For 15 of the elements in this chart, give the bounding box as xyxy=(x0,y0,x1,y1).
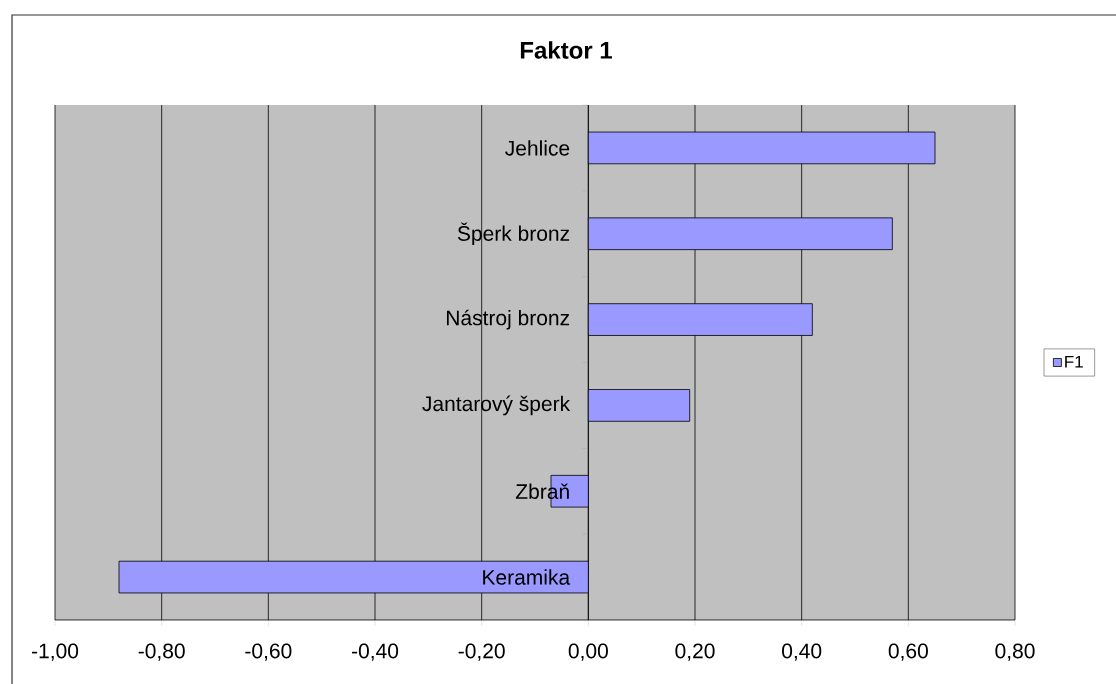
legend-label: F1 xyxy=(1065,355,1083,368)
x-tick-label: 0,00 xyxy=(568,643,608,661)
x-tick-label: -0,20 xyxy=(458,643,505,661)
y-tick-label: Jehlice xyxy=(505,140,570,156)
y-tick-label: Zbraň xyxy=(515,483,569,499)
x-tick-label: 0,60 xyxy=(888,643,928,661)
x-tick-label: -0,80 xyxy=(138,643,185,661)
y-tick-label: Keramika xyxy=(483,569,571,585)
x-tick-label: 0,80 xyxy=(995,643,1035,661)
chart-title: Faktor 1 xyxy=(520,41,612,59)
x-tick-label: -0,60 xyxy=(245,643,292,661)
x-tick-label: 0,40 xyxy=(782,643,822,661)
x-tick-label: -0,40 xyxy=(352,643,399,661)
x-tick-label: 0,20 xyxy=(675,643,715,661)
x-tick-label: -1,00 xyxy=(32,643,79,661)
